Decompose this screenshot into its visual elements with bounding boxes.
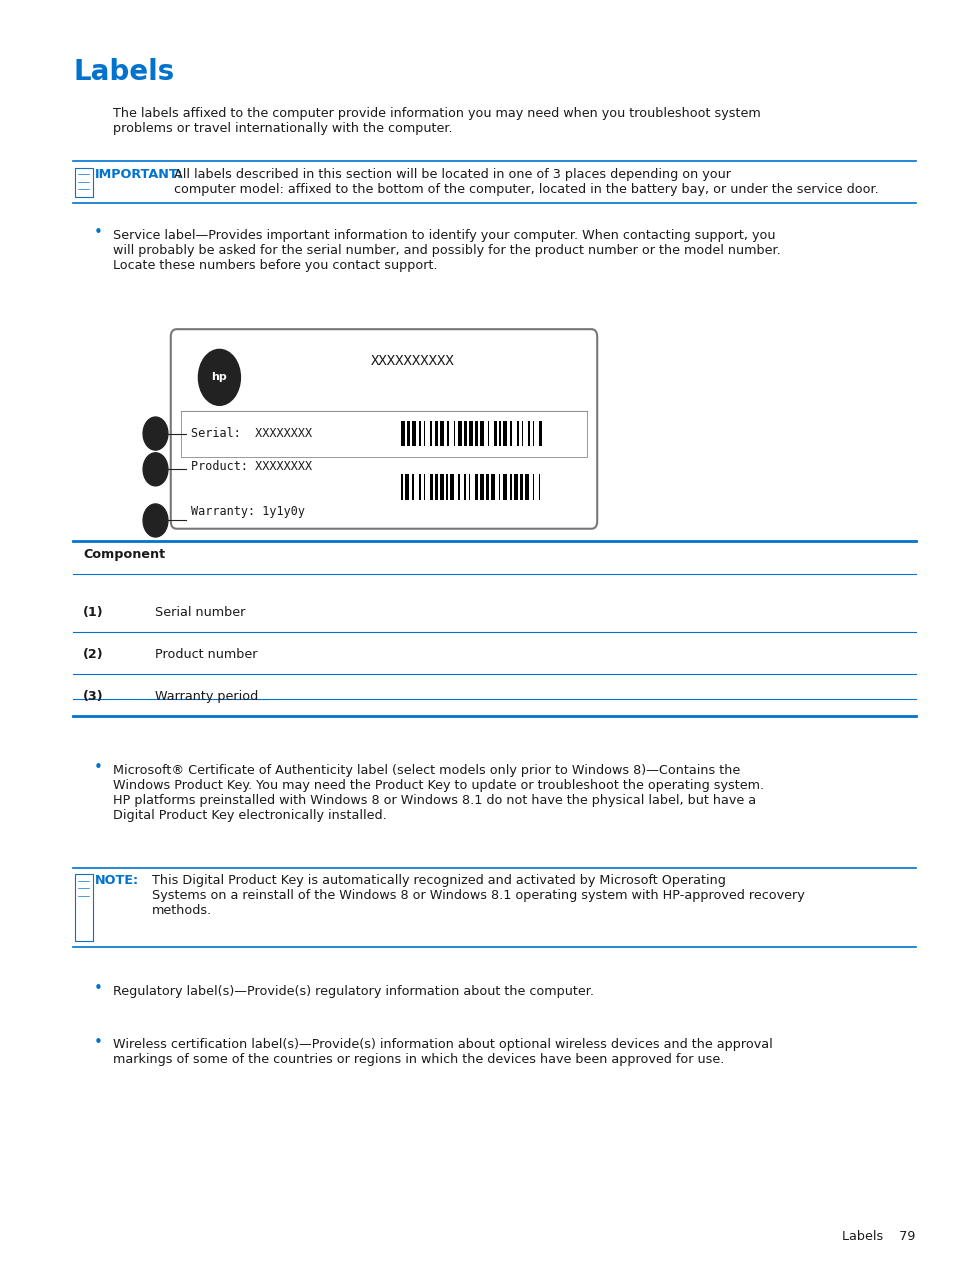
Text: Labels: Labels	[73, 58, 174, 86]
Bar	[419, 474, 420, 501]
Bar	[498, 421, 500, 446]
Circle shape	[143, 417, 168, 450]
Bar	[423, 421, 425, 446]
Bar	[469, 474, 470, 501]
Bar	[435, 421, 437, 446]
Bar	[514, 474, 517, 501]
Bar	[479, 421, 483, 446]
Bar	[453, 421, 455, 446]
Bar	[475, 421, 477, 446]
FancyBboxPatch shape	[75, 168, 92, 197]
Bar	[469, 421, 473, 446]
Bar	[464, 474, 465, 501]
Bar	[498, 474, 499, 501]
Text: (3): (3)	[83, 690, 104, 703]
Bar	[419, 421, 420, 446]
Text: Warranty period: Warranty period	[154, 690, 257, 703]
Text: IMPORTANT:: IMPORTANT:	[94, 168, 182, 180]
Text: Serial number: Serial number	[154, 606, 245, 619]
Text: Microsoft® Certificate of Authenticity label (select models only prior to Window: Microsoft® Certificate of Authenticity l…	[112, 764, 763, 822]
Bar	[528, 421, 529, 446]
Bar	[457, 421, 461, 446]
Bar	[524, 474, 529, 501]
Bar	[447, 421, 448, 446]
Text: •: •	[93, 225, 102, 240]
Bar	[538, 421, 541, 446]
Circle shape	[143, 452, 168, 486]
Text: Service label—Provides important information to identify your computer. When con: Service label—Provides important informa…	[112, 229, 780, 272]
Text: (2): (2)	[83, 648, 104, 661]
Bar	[479, 474, 483, 501]
Bar	[475, 474, 477, 501]
Bar	[439, 421, 443, 446]
Bar	[494, 421, 497, 446]
Bar	[533, 474, 534, 501]
Bar	[486, 474, 488, 501]
Text: 2: 2	[152, 464, 159, 474]
Bar	[503, 421, 507, 446]
Bar	[509, 421, 512, 446]
Bar	[435, 474, 437, 501]
Bar	[181, 411, 586, 456]
Bar	[400, 474, 403, 501]
FancyBboxPatch shape	[171, 329, 597, 529]
Bar	[487, 421, 489, 446]
Text: Regulatory label(s)—Provide(s) regulatory information about the computer.: Regulatory label(s)—Provide(s) regulator…	[112, 985, 593, 998]
Bar	[457, 474, 459, 501]
Text: hp: hp	[212, 372, 227, 383]
Text: Warranty: 1y1y0y: Warranty: 1y1y0y	[191, 506, 304, 519]
Bar	[520, 474, 522, 501]
Bar	[423, 474, 425, 501]
Text: NOTE:: NOTE:	[94, 874, 138, 887]
Bar	[503, 474, 507, 501]
Bar	[533, 421, 534, 446]
Bar	[439, 474, 443, 501]
Bar	[464, 421, 467, 446]
Text: All labels described in this section will be located in one of 3 places dependin: All labels described in this section wil…	[173, 168, 878, 196]
Text: 1: 1	[152, 428, 159, 438]
Text: Product: XXXXXXXX: Product: XXXXXXXX	[191, 460, 312, 473]
FancyBboxPatch shape	[75, 874, 92, 941]
Text: •: •	[93, 1035, 102, 1050]
Bar	[517, 421, 518, 446]
Text: Component: Component	[83, 548, 165, 561]
Text: (1): (1)	[83, 606, 104, 619]
Bar	[445, 474, 448, 501]
Bar	[405, 474, 409, 501]
Text: •: •	[93, 760, 102, 775]
Text: This Digital Product Key is automatically recognized and activated by Microsoft : This Digital Product Key is automaticall…	[152, 874, 803, 918]
Bar	[411, 421, 416, 446]
Bar	[491, 474, 495, 501]
Text: Serial:  XXXXXXXX: Serial: XXXXXXXX	[191, 427, 312, 440]
Text: The labels affixed to the computer provide information you may need when you tro: The labels affixed to the computer provi…	[112, 107, 760, 135]
Bar	[430, 474, 433, 501]
Text: Product number: Product number	[154, 648, 256, 661]
Bar	[521, 421, 523, 446]
Bar	[411, 474, 414, 501]
Circle shape	[143, 505, 168, 538]
Bar	[509, 474, 512, 501]
Bar	[407, 421, 409, 446]
Text: Wireless certification label(s)—Provide(s) information about optional wireless d: Wireless certification label(s)—Provide(…	[112, 1038, 772, 1066]
Circle shape	[198, 350, 240, 405]
Text: 3: 3	[152, 516, 159, 525]
Bar	[400, 421, 404, 446]
Bar	[430, 421, 431, 446]
Bar	[450, 474, 454, 501]
Text: •: •	[93, 981, 102, 996]
Text: XXXXXXXXXX: XXXXXXXXXX	[371, 353, 454, 367]
Bar	[538, 474, 539, 501]
Text: Labels    79: Labels 79	[841, 1230, 915, 1243]
